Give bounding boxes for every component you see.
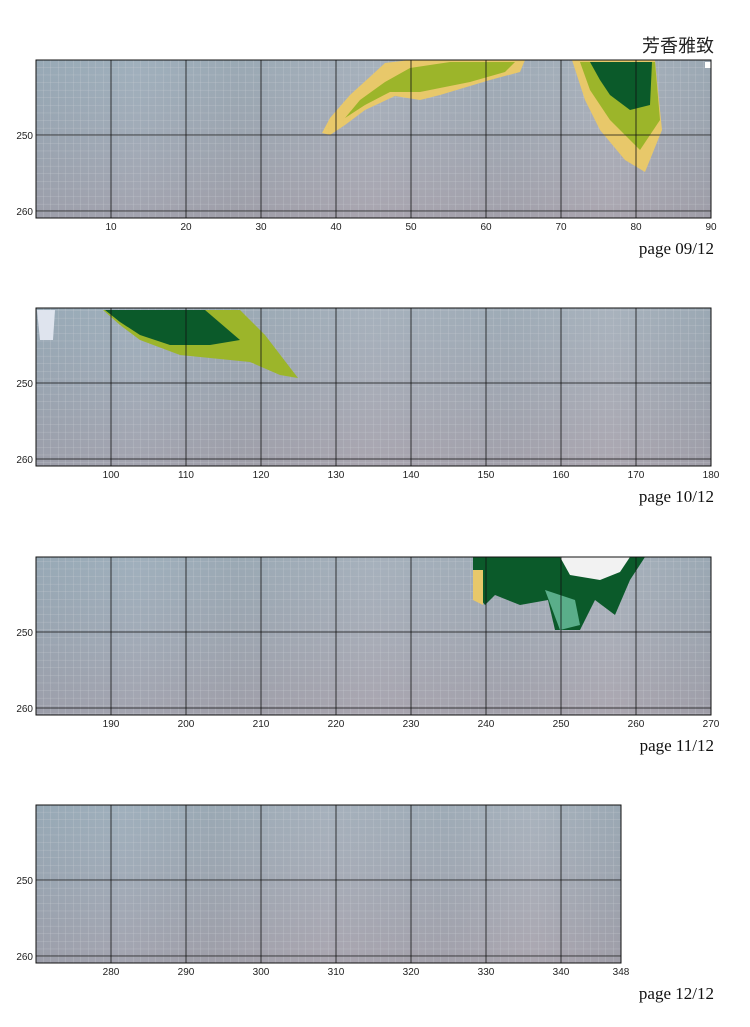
y-tick-label: 260	[16, 952, 33, 963]
y-tick-label: 250	[16, 131, 33, 142]
panel-border	[35, 556, 712, 716]
x-tick-label: 310	[328, 967, 345, 978]
y-tick-label: 250	[16, 379, 33, 390]
x-tick-label: 170	[628, 470, 645, 481]
x-tick-label: 210	[253, 719, 270, 730]
x-tick-label: 140	[403, 470, 420, 481]
y-tick-label: 260	[16, 455, 33, 466]
y-tick-label: 250	[16, 876, 33, 887]
minor-grid	[36, 805, 621, 963]
x-tick-label: 110	[178, 470, 194, 481]
y-tick-label: 250	[16, 628, 33, 639]
stitches	[37, 60, 712, 630]
x-tick-label: 250	[553, 719, 570, 730]
x-tick-label: 100	[103, 470, 120, 481]
y-tick-label: 260	[16, 207, 33, 218]
x-tick-label: 340	[553, 967, 570, 978]
x-tick-label: 290	[178, 967, 195, 978]
x-tick-label: 10	[105, 222, 117, 233]
x-tick-label: 40	[330, 222, 342, 233]
x-tick-label: 60	[480, 222, 492, 233]
x-tick-label: 50	[405, 222, 417, 233]
x-tick-label: 190	[103, 719, 120, 730]
page-number: page 12/12	[639, 984, 714, 1003]
x-tick-label: 280	[103, 967, 120, 978]
x-tick-label: 240	[478, 719, 495, 730]
panel-border	[35, 307, 712, 467]
x-tick-label: 270	[703, 719, 720, 730]
x-tick-label: 180	[703, 470, 720, 481]
pattern-title: 芳香雅致	[642, 36, 714, 57]
x-tick-label: 20	[180, 222, 192, 233]
x-tick-label: 160	[553, 470, 570, 481]
x-tick-label: 130	[328, 470, 345, 481]
x-tick-label: 30	[255, 222, 267, 233]
x-tick-label: 330	[478, 967, 495, 978]
page-number: page 09/12	[639, 239, 714, 258]
page-number: page 10/12	[639, 487, 714, 506]
panel-border	[35, 59, 712, 219]
x-tick-label: 80	[630, 222, 642, 233]
x-tick-label: 70	[555, 222, 567, 233]
x-tick-label: 150	[478, 470, 495, 481]
page-number: page 11/12	[640, 736, 714, 755]
x-tick-label: 348	[613, 967, 630, 978]
x-tick-label: 220	[328, 719, 345, 730]
x-tick-label: 90	[705, 222, 717, 233]
x-tick-label: 230	[403, 719, 420, 730]
panel-border	[35, 804, 622, 964]
x-tick-label: 260	[628, 719, 645, 730]
x-tick-label: 320	[403, 967, 420, 978]
x-tick-label: 120	[253, 470, 270, 481]
y-tick-label: 260	[16, 704, 33, 715]
x-tick-label: 200	[178, 719, 195, 730]
x-tick-label: 300	[253, 967, 270, 978]
